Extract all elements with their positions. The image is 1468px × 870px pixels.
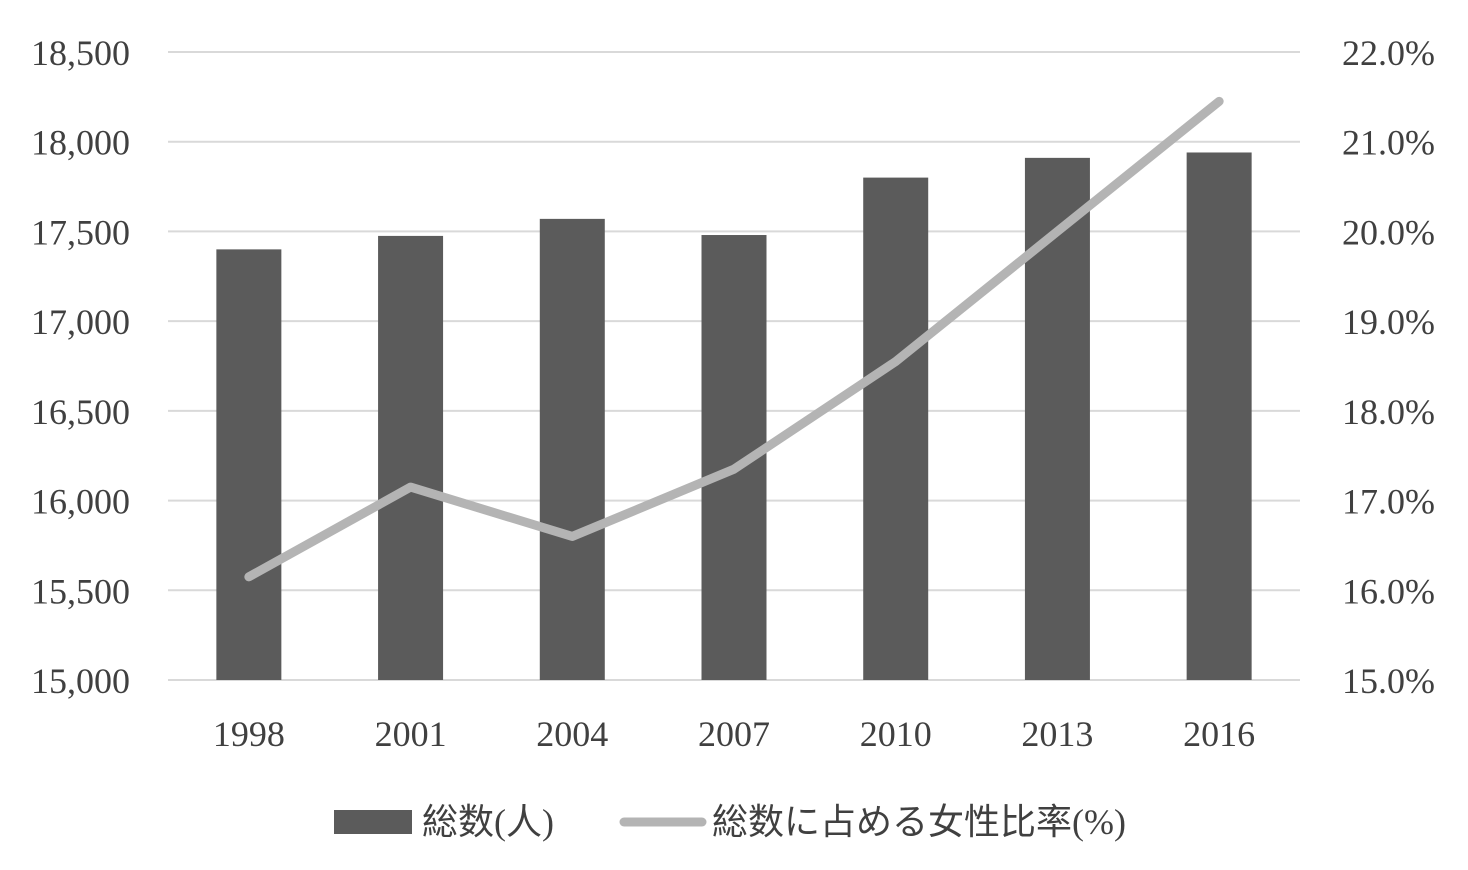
line-point-1998 <box>248 576 250 578</box>
legend-label-bar: 総数(人) <box>422 802 554 842</box>
line-point-2001 <box>410 486 412 488</box>
x-tick-label: 2010 <box>860 714 932 754</box>
line-point-2016 <box>1218 100 1220 102</box>
x-tick-label: 2007 <box>698 714 770 754</box>
left-tick-label: 17,500 <box>31 212 130 252</box>
bar-2001 <box>378 235 444 680</box>
bar-series <box>216 152 1252 681</box>
right-tick-label: 21.0% <box>1342 123 1435 163</box>
right-tick-label: 17.0% <box>1342 482 1435 522</box>
left-tick-label: 15,500 <box>31 571 130 611</box>
right-tick-label: 22.0% <box>1342 33 1435 73</box>
right-axis-ticks: 15.0% 16.0% 17.0% 18.0% 19.0% 20.0% 21.0% 22.0% <box>1342 33 1435 701</box>
bar-1998 <box>216 249 282 680</box>
left-axis-ticks: 15,000 15,500 16,000 16,500 17,000 17,500 18,0… <box>31 33 130 701</box>
left-tick-label: 18,000 <box>31 123 130 163</box>
right-tick-label: 20.0% <box>1342 212 1435 252</box>
left-tick-label: 17,000 <box>31 302 130 342</box>
line-point-2013 <box>1056 230 1058 232</box>
right-tick-label: 15.0% <box>1342 661 1435 701</box>
right-tick-label: 19.0% <box>1342 302 1435 342</box>
left-tick-label: 16,500 <box>31 392 130 432</box>
left-tick-label: 15,000 <box>31 661 130 701</box>
right-tick-label: 16.0% <box>1342 571 1435 611</box>
line-point-2004 <box>571 535 573 537</box>
legend: 総数(人) 総数に占める女性比率(%) <box>334 802 1126 842</box>
legend-label-line: 総数に占める女性比率(%) <box>712 802 1126 842</box>
x-tick-label: 2016 <box>1183 714 1255 754</box>
line-point-2010 <box>895 361 897 363</box>
bar-2004 <box>539 218 605 680</box>
bar-2016 <box>1186 152 1252 681</box>
line-point-2007 <box>733 468 735 470</box>
x-tick-label: 2013 <box>1021 714 1093 754</box>
left-tick-label: 16,000 <box>31 482 130 522</box>
right-tick-label: 18.0% <box>1342 392 1435 432</box>
x-tick-label: 2004 <box>536 714 608 754</box>
bar-2010 <box>863 177 929 680</box>
x-tick-label: 2001 <box>375 714 447 754</box>
legend-swatch-bar <box>334 810 412 834</box>
line-series <box>244 96 1224 582</box>
x-tick-label: 1998 <box>213 714 285 754</box>
x-axis-ticks: 1998 2001 2004 2007 2010 2013 2016 <box>213 714 1255 754</box>
left-tick-label: 18,500 <box>31 33 130 73</box>
